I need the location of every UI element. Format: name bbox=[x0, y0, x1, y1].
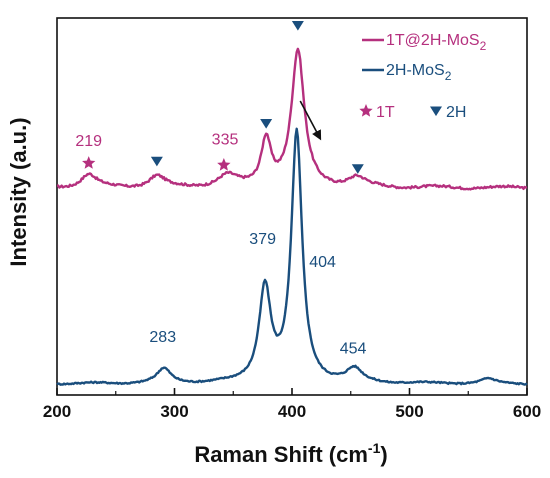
shift-arrow bbox=[299, 100, 322, 141]
x-tick-label: 600 bbox=[513, 402, 541, 421]
series-line-1t-2h-mos2 bbox=[56, 47, 528, 191]
peak-label: 219 bbox=[75, 133, 102, 150]
peak-markers bbox=[82, 21, 364, 174]
legend-symbol-label: 2H bbox=[446, 104, 466, 121]
series-line-2h-mos2 bbox=[56, 127, 528, 386]
peak-label: 379 bbox=[249, 231, 276, 248]
x-axis-label-main: Raman Shift (cm bbox=[194, 442, 368, 467]
x-axis-ticks: 200 300 400 500 600 bbox=[43, 388, 541, 421]
legend-entry: 1T@2H-MoS2 bbox=[386, 32, 487, 53]
triangle-marker bbox=[291, 21, 304, 31]
legend: 1T@2H-MoS2 2H-MoS2 1T 2H bbox=[359, 32, 487, 121]
legend-symbol-label: 1T bbox=[376, 104, 395, 121]
y-axis-label: Intensity (a.u.) bbox=[6, 117, 31, 266]
legend-entry: 2H-MoS2 bbox=[386, 62, 452, 83]
x-tick-label: 300 bbox=[160, 402, 188, 421]
triangle-marker bbox=[260, 119, 273, 129]
series-lines bbox=[56, 47, 528, 386]
x-axis-label-close: ) bbox=[380, 442, 387, 467]
x-axis-label: Raman Shift (cm-1) bbox=[194, 440, 387, 467]
x-tick-label: 500 bbox=[395, 402, 423, 421]
triangle-marker bbox=[351, 164, 364, 174]
peak-label: 404 bbox=[309, 254, 336, 271]
x-tick-label: 400 bbox=[278, 402, 306, 421]
star-marker bbox=[82, 156, 96, 169]
x-tick-label: 200 bbox=[43, 402, 71, 421]
peak-label: 283 bbox=[149, 329, 176, 346]
legend-star-icon bbox=[359, 104, 373, 117]
star-marker bbox=[217, 158, 231, 171]
legend-triangle-icon bbox=[430, 106, 442, 117]
peak-label: 335 bbox=[212, 131, 239, 148]
triangle-marker bbox=[150, 156, 163, 167]
x-axis-label-sup: -1 bbox=[368, 440, 381, 456]
peak-annotations: 219 335 283 379 404 454 bbox=[75, 100, 367, 358]
peak-label: 454 bbox=[340, 341, 367, 358]
